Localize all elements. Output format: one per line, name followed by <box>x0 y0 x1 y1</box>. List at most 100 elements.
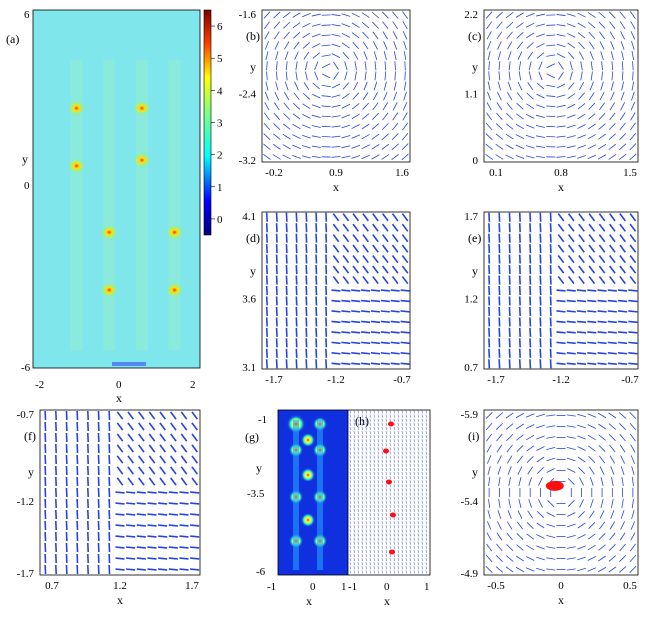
vector-arrow <box>567 478 575 485</box>
panel-d-ylabel: y <box>250 264 256 278</box>
vector-arrow <box>332 213 340 222</box>
vector-arrow <box>284 41 290 50</box>
vector-arrow <box>332 265 340 274</box>
heatmap-column <box>70 60 83 350</box>
heatmap-hotspot <box>165 224 184 241</box>
vector-arrow <box>342 51 350 60</box>
vector-arrow <box>629 143 637 151</box>
vector-arrow <box>352 255 360 264</box>
vector-arrow <box>597 289 607 292</box>
heatmap-hotspot <box>132 152 151 169</box>
heatmap-hotspot <box>165 282 184 299</box>
vector-arrow <box>136 513 146 516</box>
vector-arrow <box>305 61 308 71</box>
vector-arrow <box>577 522 586 529</box>
vector-arrow <box>302 134 311 139</box>
vector-arrow <box>342 255 350 264</box>
vector-arrow <box>515 154 525 159</box>
vector-arrow <box>274 91 280 101</box>
vector-arrow <box>147 535 157 538</box>
panel-e-ytick: 0.7 <box>464 362 478 374</box>
vector-arrow <box>566 320 576 324</box>
vector-arrow <box>487 41 492 50</box>
vector-arrow <box>486 455 492 464</box>
vector-arrow <box>311 13 321 17</box>
vector-arrow <box>393 91 398 101</box>
vector-arrow <box>488 61 490 71</box>
vector-arrow <box>578 223 585 232</box>
vector-arrow <box>353 51 359 60</box>
vector-arrow <box>380 310 390 313</box>
vector-arrow <box>370 289 381 292</box>
vector-arrow <box>598 544 606 551</box>
vector-arrow <box>168 491 178 494</box>
vector-arrow <box>136 502 146 505</box>
vector-arrow <box>506 532 513 541</box>
vector-arrow <box>568 51 575 60</box>
vector-arrow <box>576 320 587 324</box>
vector-arrow <box>285 61 288 71</box>
vector-arrow <box>628 299 638 303</box>
vector-arrow <box>556 14 566 17</box>
vector-arrow <box>589 51 594 60</box>
vector-arrow <box>273 123 281 130</box>
vector-arrow <box>618 299 628 303</box>
vector-arrow <box>577 456 586 463</box>
vector-arrow <box>587 12 596 18</box>
vector-arrow <box>362 92 369 101</box>
vector-arrow <box>566 436 576 439</box>
vector-arrow <box>190 546 200 549</box>
vector-arrow <box>536 104 545 109</box>
vector-arrow <box>302 114 311 119</box>
vector-arrow <box>180 466 188 475</box>
vector-arrow <box>115 557 125 560</box>
panel-e-ytick: 1.2 <box>464 293 478 305</box>
vector-arrow <box>576 289 587 292</box>
vector-arrow <box>537 511 544 518</box>
vector-arrow <box>282 154 291 160</box>
vector-arrow <box>588 265 596 274</box>
vector-arrow <box>577 435 586 440</box>
vector-arrow <box>341 341 351 345</box>
vector-arrow <box>508 71 511 81</box>
vector-arrow <box>598 434 606 441</box>
vector-arrow <box>629 265 637 274</box>
vector-arrow <box>577 32 586 39</box>
vector-arrow <box>558 61 564 70</box>
vector-arrow <box>536 456 545 463</box>
vector-arrow <box>546 557 556 560</box>
vector-arrow <box>611 61 614 71</box>
panel-a: (a) y x 6 0 -6 -2 0 2 <box>6 9 201 405</box>
vector-arrow <box>283 102 290 110</box>
vector-arrow <box>577 534 586 539</box>
vector-arrow <box>609 31 616 40</box>
vector-arrow <box>608 123 616 131</box>
vector-arrow <box>631 41 635 50</box>
vector-arrow <box>391 143 399 151</box>
vector-arrow <box>392 21 399 30</box>
vector-arrow <box>506 434 514 441</box>
vector-arrow <box>147 491 157 494</box>
heatmap-column <box>135 60 148 350</box>
vector-arrow <box>579 499 584 508</box>
vector-arrow <box>527 510 534 519</box>
vector-arrow <box>599 510 605 519</box>
heatmap-column <box>103 60 116 350</box>
vector-arrow <box>273 133 281 140</box>
panel-b-xtick: -0.2 <box>265 167 282 179</box>
panel-f: (f) y -0.7 -1.2 -1.7 0.7 1.2 1.7 x <box>17 409 201 607</box>
vector-arrow <box>361 12 370 18</box>
vector-arrow <box>508 61 511 71</box>
vector-arrow <box>556 352 566 355</box>
vector-arrow <box>508 477 511 486</box>
vector-arrow <box>630 532 636 541</box>
vector-arrow <box>608 275 616 285</box>
vector-arrow <box>628 331 638 334</box>
vector-arrow <box>311 114 321 118</box>
vector-arrow <box>391 265 399 274</box>
vector-arrow <box>587 445 596 452</box>
vector-arrow <box>579 81 585 91</box>
vector-arrow <box>401 213 409 222</box>
vector-arrow <box>578 467 585 474</box>
